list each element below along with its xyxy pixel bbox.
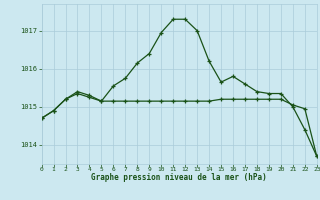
X-axis label: Graphe pression niveau de la mer (hPa): Graphe pression niveau de la mer (hPa)	[91, 173, 267, 182]
